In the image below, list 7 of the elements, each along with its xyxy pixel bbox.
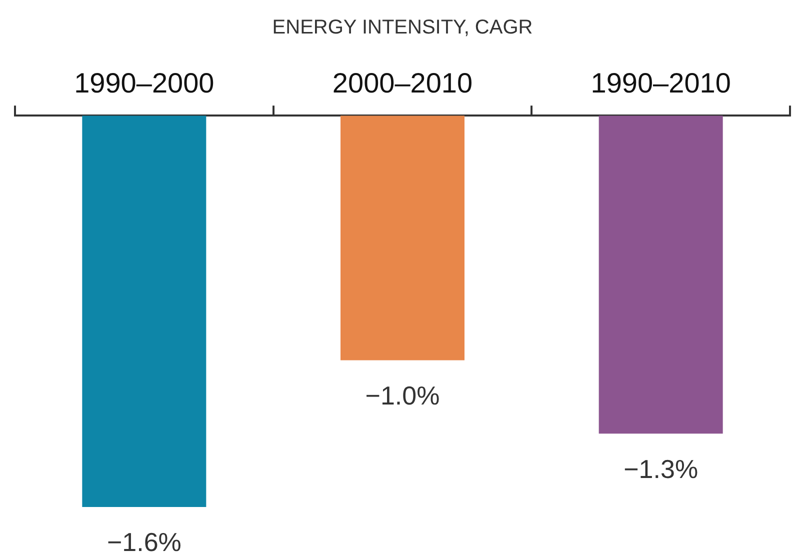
x-tick-label: 1990–2000 [74, 68, 214, 99]
chart-title: ENERGY INTENSITY, CAGR [272, 16, 533, 39]
data-label: −1.0% [365, 380, 440, 410]
data-label: −1.3% [624, 454, 698, 484]
x-tick-label: 1990–2010 [590, 68, 731, 99]
x-tick-label: 2000–2010 [332, 68, 473, 99]
data-label: −1.6% [106, 527, 182, 557]
